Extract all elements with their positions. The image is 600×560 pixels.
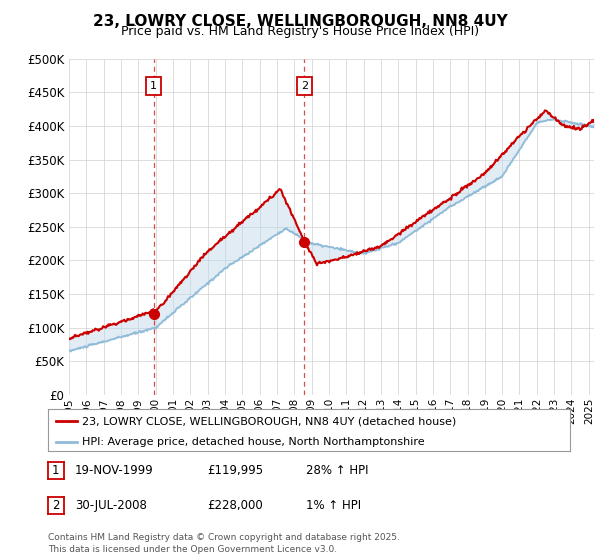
Text: 30-JUL-2008: 30-JUL-2008: [75, 498, 147, 512]
Text: 1: 1: [52, 464, 59, 477]
Text: 19-NOV-1999: 19-NOV-1999: [75, 464, 154, 477]
Text: 28% ↑ HPI: 28% ↑ HPI: [306, 464, 368, 477]
Text: 2: 2: [52, 498, 59, 512]
Text: 23, LOWRY CLOSE, WELLINGBOROUGH, NN8 4UY: 23, LOWRY CLOSE, WELLINGBOROUGH, NN8 4UY: [92, 14, 508, 29]
Text: £119,995: £119,995: [207, 464, 263, 477]
Text: HPI: Average price, detached house, North Northamptonshire: HPI: Average price, detached house, Nort…: [82, 437, 425, 446]
Text: 23, LOWRY CLOSE, WELLINGBOROUGH, NN8 4UY (detached house): 23, LOWRY CLOSE, WELLINGBOROUGH, NN8 4UY…: [82, 417, 456, 426]
Text: 2: 2: [301, 81, 308, 91]
Text: Price paid vs. HM Land Registry's House Price Index (HPI): Price paid vs. HM Land Registry's House …: [121, 25, 479, 38]
Text: £228,000: £228,000: [207, 498, 263, 512]
Text: 1: 1: [150, 81, 157, 91]
Text: 1% ↑ HPI: 1% ↑ HPI: [306, 498, 361, 512]
Text: Contains HM Land Registry data © Crown copyright and database right 2025.
This d: Contains HM Land Registry data © Crown c…: [48, 533, 400, 554]
